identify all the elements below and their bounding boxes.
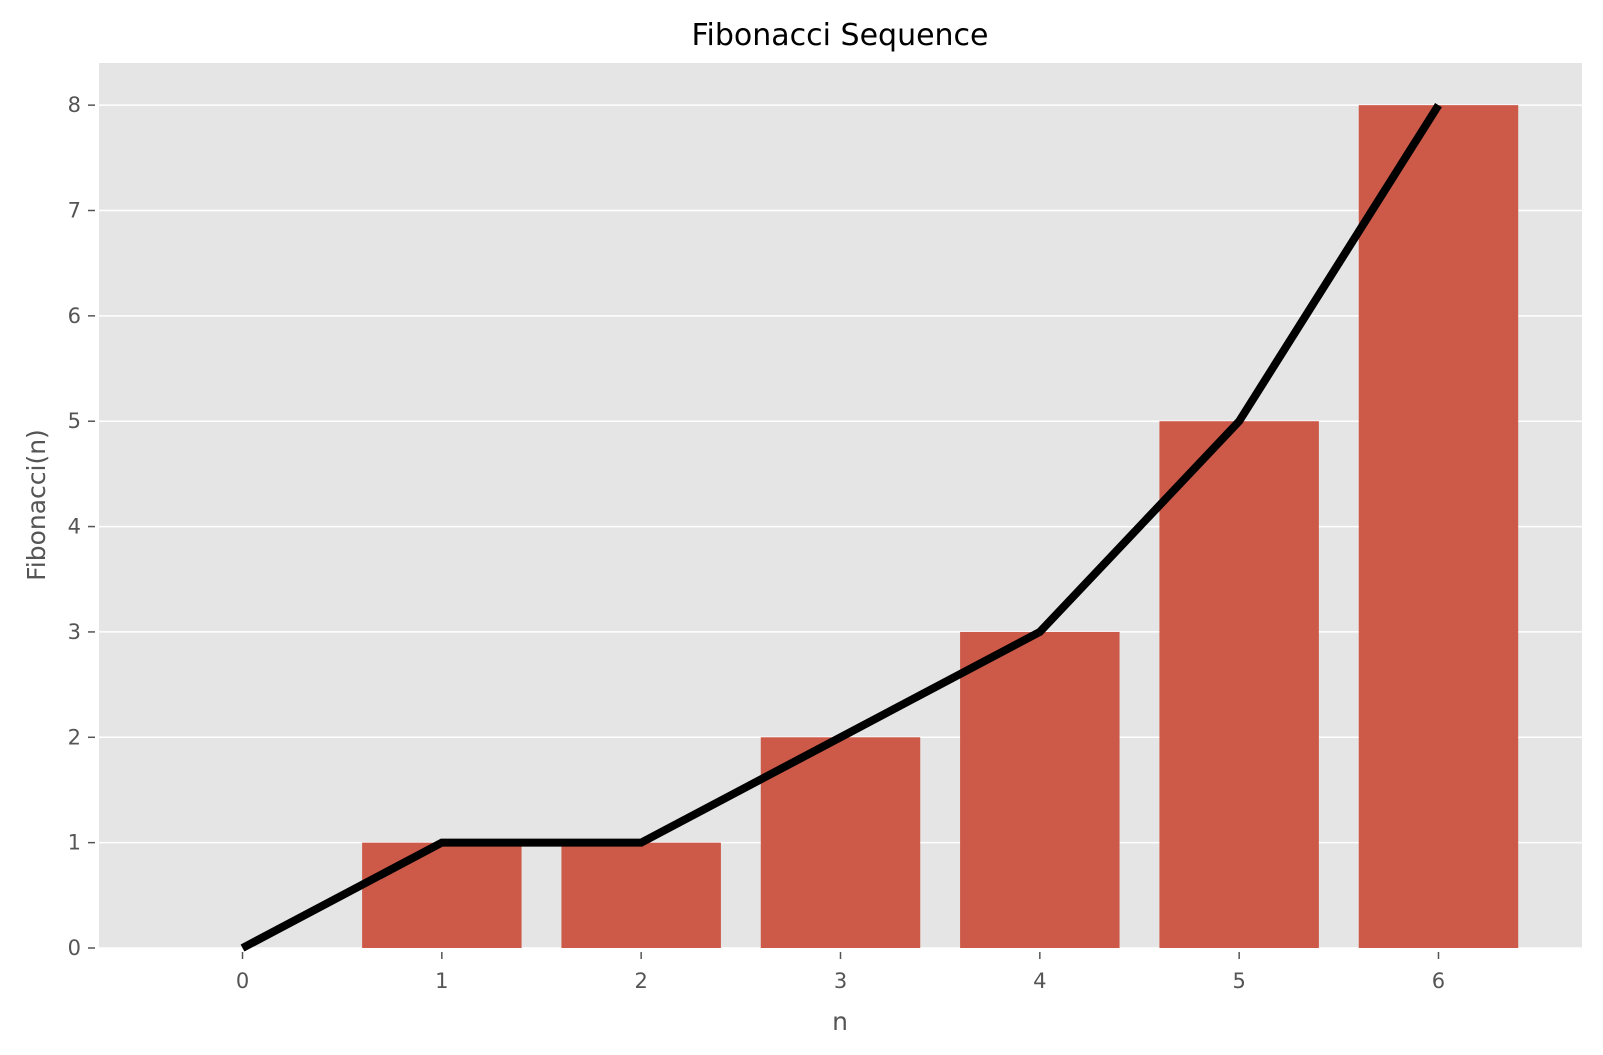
y-tick-label: 7 [68, 199, 81, 223]
bar-n-3 [760, 737, 921, 948]
x-axis-label: n [832, 1007, 848, 1036]
y-tick-label: 4 [68, 515, 81, 539]
bar-n-4 [960, 631, 1120, 948]
bar-n-1 [362, 842, 522, 948]
x-tick-label: 3 [834, 969, 847, 993]
y-tick-label: 8 [68, 93, 81, 117]
y-tick-label: 6 [68, 304, 81, 328]
y-axis-ticks: 0 1 2 3 4 5 6 7 8 [68, 93, 95, 960]
x-tick-label: 5 [1232, 969, 1245, 993]
bar-n-6 [1358, 105, 1519, 948]
x-tick-label: 0 [236, 969, 249, 993]
y-tick-label: 0 [68, 936, 81, 960]
y-tick-label: 5 [68, 409, 81, 433]
x-tick-label: 1 [435, 969, 448, 993]
y-axis-label: Fibonacci(n) [22, 429, 51, 581]
chart-title: Fibonacci Sequence [691, 18, 988, 53]
x-axis-ticks: 0 1 2 3 4 5 6 [236, 952, 1445, 993]
x-tick-label: 6 [1432, 969, 1445, 993]
x-tick-label: 4 [1033, 969, 1046, 993]
fibonacci-line [240, 103, 1442, 952]
bar-n-5 [1159, 421, 1319, 948]
y-tick-label: 2 [68, 725, 81, 749]
y-tick-label: 3 [68, 620, 81, 644]
bars [362, 105, 1519, 948]
y-tick-label: 1 [68, 831, 81, 855]
bar-n-2 [561, 842, 721, 948]
x-tick-label: 2 [634, 969, 647, 993]
